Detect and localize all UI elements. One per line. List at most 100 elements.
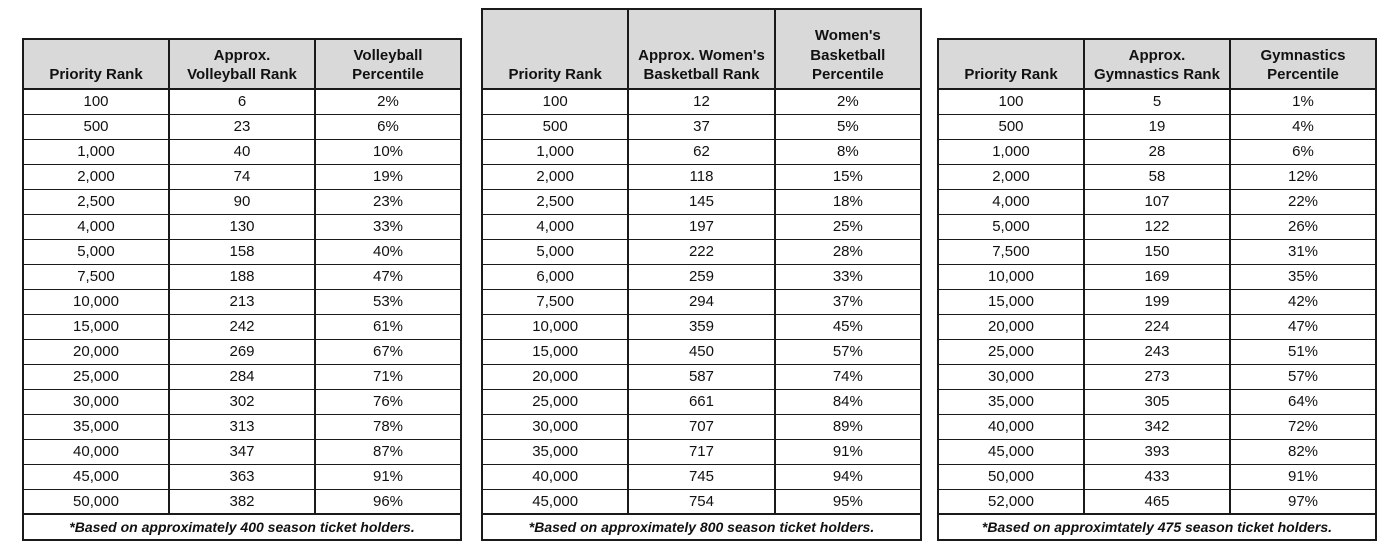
table-row: 40,000 347 87% xyxy=(22,438,462,465)
table-row: 20,000 587 74% xyxy=(480,363,923,390)
table-row: 20,000 224 47% xyxy=(937,313,1377,340)
table-row: 500 19 4% xyxy=(937,113,1377,140)
cell: 500 xyxy=(937,113,1085,140)
column-header-volleyball-rank: Approx. Volleyball Rank xyxy=(168,38,316,90)
cell: 61% xyxy=(314,313,462,340)
cell: 20,000 xyxy=(22,338,170,365)
cell: 7,500 xyxy=(937,238,1085,265)
table-row: 1,000 62 8% xyxy=(480,138,923,165)
table-row: 50,000 433 91% xyxy=(937,463,1377,490)
cell: 78% xyxy=(314,413,462,440)
cell: 20,000 xyxy=(480,363,630,390)
footnote-row: *Based on approximately 400 season ticke… xyxy=(22,513,462,541)
cell: 213 xyxy=(168,288,316,315)
cell: 15% xyxy=(773,163,923,190)
cell: 313 xyxy=(168,413,316,440)
cell: 10,000 xyxy=(937,263,1085,290)
column-header-volleyball-percentile: Volleyball Percentile xyxy=(314,38,462,90)
cell: 47% xyxy=(314,263,462,290)
cell: 4,000 xyxy=(937,188,1085,215)
cell: 57% xyxy=(1229,363,1377,390)
table-row: 2,500 90 23% xyxy=(22,188,462,215)
table-row: 4,000 130 33% xyxy=(22,213,462,240)
cell: 302 xyxy=(168,388,316,415)
gymnastics-table-footer: *Based on approximtately 475 season tick… xyxy=(937,513,1377,541)
cell: 47% xyxy=(1229,313,1377,340)
column-header-womens-basketball-percentile: Women's Basketball Percentile xyxy=(773,8,923,90)
table-row: 1,000 40 10% xyxy=(22,138,462,165)
cell: 23% xyxy=(314,188,462,215)
cell: 359 xyxy=(627,313,776,340)
cell: 2,500 xyxy=(22,188,170,215)
cell: 100 xyxy=(22,88,170,115)
cell: 84% xyxy=(773,388,923,415)
cell: 745 xyxy=(627,463,776,490)
table-row: 4,000 107 22% xyxy=(937,188,1377,215)
header-row: Priority Rank Approx. Volleyball Rank Vo… xyxy=(22,38,462,90)
cell: 12% xyxy=(1229,163,1377,190)
cell: 199 xyxy=(1083,288,1231,315)
cell: 284 xyxy=(168,363,316,390)
table-row: 10,000 213 53% xyxy=(22,288,462,315)
cell: 224 xyxy=(1083,313,1231,340)
gymnastics-table: Priority Rank Approx. Gymnastics Rank Gy… xyxy=(937,38,1377,541)
cell: 6% xyxy=(1229,138,1377,165)
cell: 40,000 xyxy=(480,463,630,490)
cell: 50,000 xyxy=(937,463,1085,490)
womens-basketball-priority-table: Priority Rank Approx. Women's Basketball… xyxy=(480,8,923,541)
cell: 74 xyxy=(168,163,316,190)
cell: 100 xyxy=(480,88,630,115)
cell: 587 xyxy=(627,363,776,390)
cell: 169 xyxy=(1083,263,1231,290)
cell: 15,000 xyxy=(22,313,170,340)
cell: 7,500 xyxy=(22,263,170,290)
cell: 2,000 xyxy=(480,163,630,190)
cell: 51% xyxy=(1229,338,1377,365)
cell: 35,000 xyxy=(937,388,1085,415)
cell: 50,000 xyxy=(22,488,170,515)
cell: 158 xyxy=(168,238,316,265)
cell: 1,000 xyxy=(22,138,170,165)
cell: 197 xyxy=(627,213,776,240)
table-row: 7,500 188 47% xyxy=(22,263,462,290)
cell: 72% xyxy=(1229,413,1377,440)
womens-basketball-footnote: *Based on approximately 800 season ticke… xyxy=(481,513,922,541)
table-row: 1,000 28 6% xyxy=(937,138,1377,165)
cell: 363 xyxy=(168,463,316,490)
cell: 62 xyxy=(627,138,776,165)
cell: 76% xyxy=(314,388,462,415)
cell: 31% xyxy=(1229,238,1377,265)
table-row: 100 12 2% xyxy=(480,88,923,115)
gymnastics-footnote: *Based on approximtately 475 season tick… xyxy=(937,513,1377,541)
cell: 37 xyxy=(627,113,776,140)
table-row: 15,000 450 57% xyxy=(480,338,923,365)
table-row: 35,000 313 78% xyxy=(22,413,462,440)
cell: 10% xyxy=(314,138,462,165)
column-header-priority-rank: Priority Rank xyxy=(22,38,170,90)
cell: 10,000 xyxy=(22,288,170,315)
cell: 4% xyxy=(1229,113,1377,140)
cell: 58 xyxy=(1083,163,1231,190)
cell: 100 xyxy=(937,88,1085,115)
cell: 5,000 xyxy=(22,238,170,265)
cell: 707 xyxy=(627,413,776,440)
cell: 30,000 xyxy=(937,363,1085,390)
cell: 53% xyxy=(314,288,462,315)
cell: 19% xyxy=(314,163,462,190)
cell: 37% xyxy=(773,288,923,315)
column-header-priority-rank: Priority Rank xyxy=(937,38,1085,90)
cell: 2% xyxy=(773,88,923,115)
cell: 95% xyxy=(773,488,923,515)
cell: 305 xyxy=(1083,388,1231,415)
gymnastics-table-body: 100 5 1% 500 19 4% 1,000 28 6% 2,000 58 12% 4,000 107… xyxy=(937,88,1377,515)
cell: 243 xyxy=(1083,338,1231,365)
cell: 82% xyxy=(1229,438,1377,465)
table-row: 10,000 359 45% xyxy=(480,313,923,340)
cell: 89% xyxy=(773,413,923,440)
womens-basketball-table: Priority Rank Approx. Women's Basketball… xyxy=(480,8,923,541)
table-row: 2,000 74 19% xyxy=(22,163,462,190)
cell: 259 xyxy=(627,263,776,290)
table-row: 45,000 363 91% xyxy=(22,463,462,490)
cell: 19 xyxy=(1083,113,1231,140)
cell: 5 xyxy=(1083,88,1231,115)
